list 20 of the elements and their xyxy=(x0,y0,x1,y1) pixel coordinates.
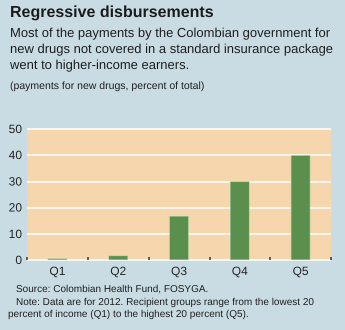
x-tick-label: Q1 xyxy=(49,264,66,278)
chart-subtitle: Most of the payments by the Colombian government for new drugs not covered in a standard insurance package went to higher-income earners. xyxy=(10,25,334,73)
x-tick-label: Q3 xyxy=(170,264,188,278)
bar xyxy=(169,216,189,260)
y-tick-label: 50 xyxy=(8,122,22,136)
x-tick-label: Q4 xyxy=(232,264,248,278)
bar xyxy=(108,256,128,260)
y-tick-label: 40 xyxy=(8,148,22,162)
y-tick-label: 30 xyxy=(8,174,22,188)
y-tick-label: 20 xyxy=(8,200,22,215)
y-axis-title: (payments for new drugs, percent of total) xyxy=(10,80,204,92)
y-tick-label: 10 xyxy=(8,226,22,241)
bar xyxy=(230,181,250,260)
x-tick-label: Q5 xyxy=(292,264,309,278)
y-tick-label: 0 xyxy=(15,253,22,267)
chart-title: Regressive disbursements xyxy=(10,4,214,22)
x-tick-label: Q2 xyxy=(110,264,127,278)
text: Note: Data are for 2012. Recipient groups range from the lowest 20 percent of income (Q1) to the highest 20 percent (Q5). xyxy=(8,296,315,322)
source-note: Source: Colombian Health Fund, FOSYGA. xyxy=(15,284,210,296)
bar xyxy=(290,155,310,260)
